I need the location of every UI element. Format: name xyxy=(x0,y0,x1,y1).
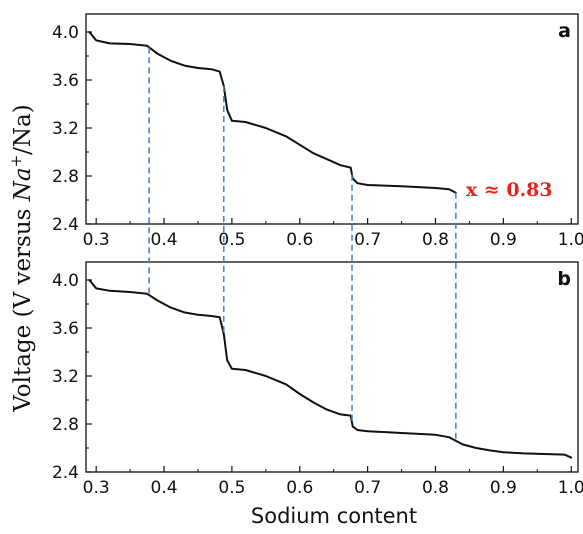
x-tick-label: 0.3 xyxy=(83,478,110,498)
y-tick-label: 2.4 xyxy=(52,215,79,235)
y-axis-label: Voltage (V versus Na+/Na) xyxy=(7,104,36,413)
x-tick-label: 0.7 xyxy=(354,478,381,498)
y-tick-label: 3.6 xyxy=(52,71,79,91)
plot-frame xyxy=(85,13,579,225)
x-tick-label: 0.7 xyxy=(354,230,381,250)
x-tick-label: 1.0 xyxy=(558,230,583,250)
panel-connector-lines xyxy=(148,47,457,441)
voltage-curve xyxy=(88,279,573,459)
y-tick-label: 4.0 xyxy=(52,23,79,43)
composition-annotation: x ≈ 0.83 xyxy=(466,179,553,201)
voltage-curve xyxy=(88,31,457,194)
x-tick-label: 0.5 xyxy=(218,478,245,498)
y-tick-label: 3.6 xyxy=(52,319,79,339)
y-axis-label-prefix: Voltage (V versus xyxy=(10,201,36,413)
x-tick-label: 1.0 xyxy=(558,478,583,498)
panel-letter: a xyxy=(558,20,571,42)
x-tick-label: 0.6 xyxy=(286,478,313,498)
y-tick-label: 3.2 xyxy=(52,367,79,387)
x-tick-label: 0.5 xyxy=(218,230,245,250)
y-axis-label-text: Voltage (V versus Na+/Na) xyxy=(7,104,36,413)
x-tick-label: 0.6 xyxy=(286,230,313,250)
x-tick-label: 0.4 xyxy=(151,478,178,498)
x-axis-label: Sodium content xyxy=(251,504,417,528)
y-tick-label: 2.8 xyxy=(52,415,79,435)
x-tick-label: 0.4 xyxy=(151,230,178,250)
plot-frame xyxy=(85,261,579,473)
y-axis-label-ion: Na xyxy=(10,167,36,202)
y-tick-label: 4.0 xyxy=(52,271,79,291)
y-tick-label: 2.8 xyxy=(52,167,79,187)
x-tick-label: 0.9 xyxy=(490,478,517,498)
x-tick-label: 0.9 xyxy=(490,230,517,250)
y-tick-label: 2.4 xyxy=(52,463,79,483)
y-axis-label-charge: + xyxy=(7,155,25,168)
y-axis-label-suffix: /Na) xyxy=(10,104,36,155)
x-tick-label: 0.8 xyxy=(422,478,449,498)
y-tick-label: 3.2 xyxy=(52,119,79,139)
panel-letter: b xyxy=(557,268,571,290)
panel-b: 0.3 0.4 0.5 0.6 0.7 0.8 0.9 1.0 2.4 2.8 3.2 3.6 4.0 b xyxy=(52,261,583,498)
x-tick-label: 0.3 xyxy=(83,230,110,250)
panel-a: 0.3 0.4 0.5 0.6 0.7 0.8 0.9 1.0 2.4 2.8 3.2 3.6 4.0 a… xyxy=(52,13,583,250)
x-tick-label: 0.8 xyxy=(422,230,449,250)
